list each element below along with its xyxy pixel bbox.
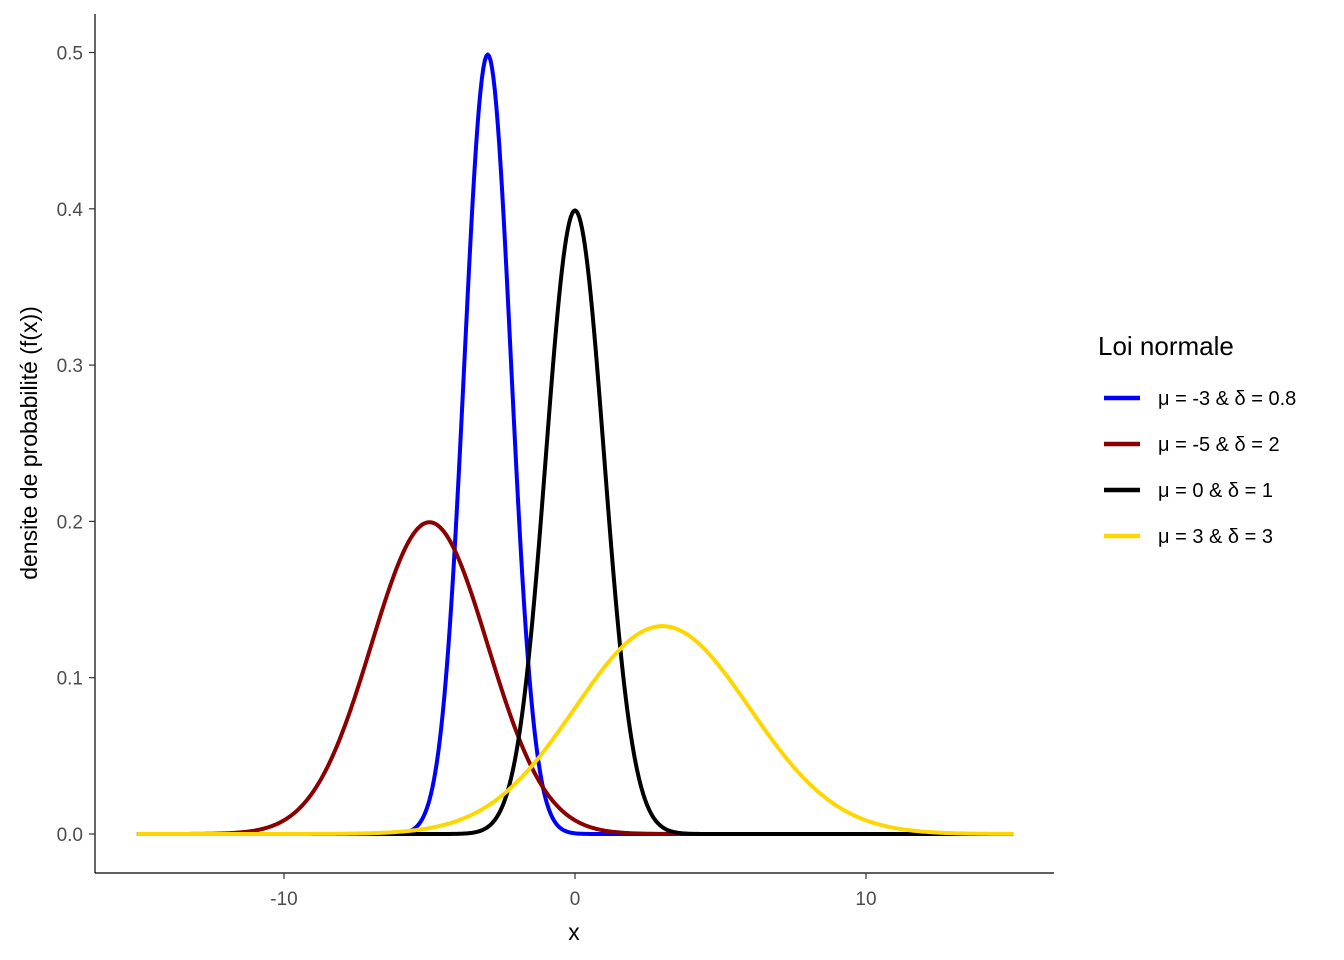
series-layer [136,52,1014,836]
legend-label-3: μ = 0 & δ = 1 [1158,480,1273,502]
y-axis-title: densite de probabilité (f(x)) [16,306,42,580]
y-tick-label: 0.0 [57,825,83,846]
legend: Loi normale μ = -3 & δ = 0.8 μ = -5 & δ =… [1098,331,1296,548]
y-tick-label: 0.1 [57,669,83,690]
legend-title: Loi normale [1098,331,1234,361]
x-tick-label: 0 [570,889,581,910]
series-line-1 [136,52,1014,836]
legend-label-2: μ = -5 & δ = 2 [1158,434,1280,456]
series-line-2 [136,520,1014,836]
x-tick-label: 10 [855,889,876,910]
legend-label-4: μ = 3 & δ = 3 [1158,526,1273,548]
y-tick-label: 0.4 [57,200,84,221]
legend-label-1: μ = -3 & δ = 0.8 [1158,388,1296,410]
x-axis-title: x [568,919,580,945]
series-line-4 [136,624,1014,836]
y-tick-label: 0.3 [57,356,83,377]
x-tick-label: -10 [270,889,297,910]
y-tick-label: 0.5 [57,44,83,65]
axes: 0.0 0.1 0.2 0.3 0.4 0.5 -10 0 10 [57,14,1054,910]
y-tick-label: 0.2 [57,512,83,533]
series-line-3 [136,208,1014,836]
